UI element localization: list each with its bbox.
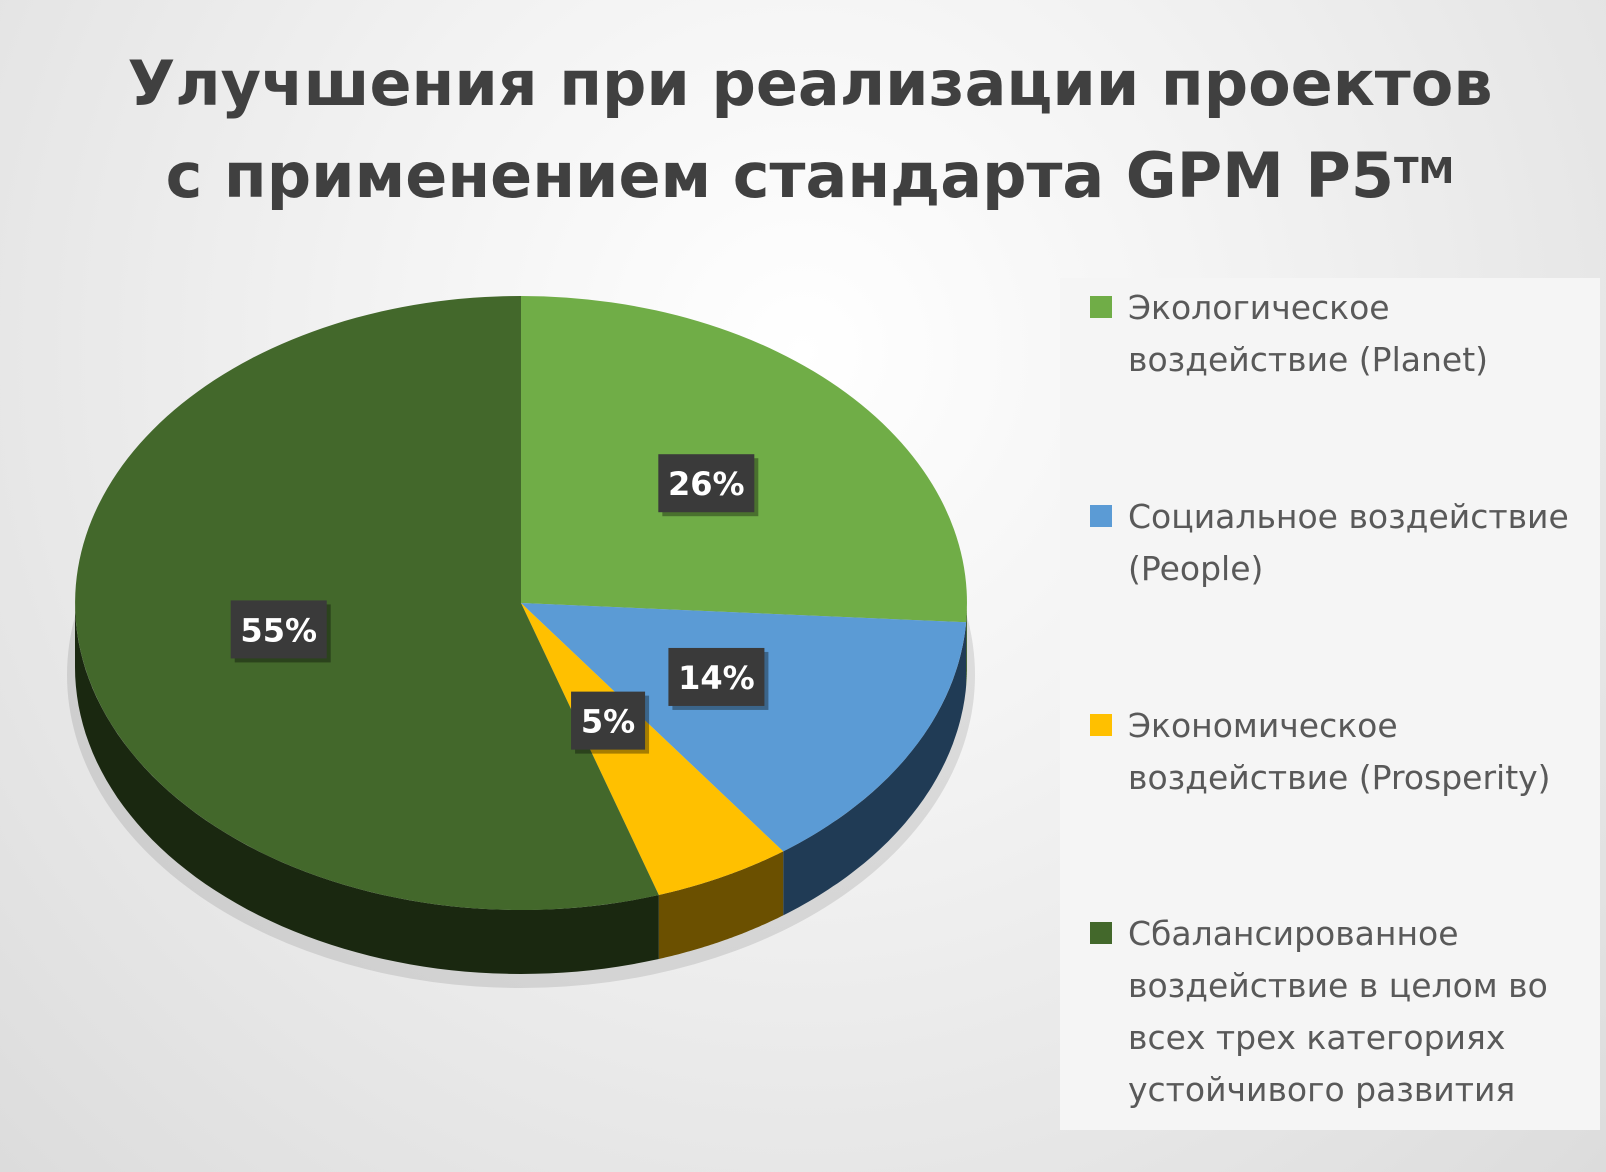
legend-label-prosperity-line-2: воздействие (Prosperity) [1128,758,1551,797]
chart-title: Улучшения при реализации проектов с прим… [40,38,1580,222]
data-label-people: 14% [668,647,769,710]
data-label-text-planet: 26% [668,465,745,503]
legend-label-planet: Экологическое воздействие (Planet) [1128,282,1598,386]
pie-slice-people [521,603,967,852]
legend-swatch-prosperity [1090,714,1112,736]
legend-label-balanced-line-2: воздействие в целом во [1128,966,1548,1005]
legend-label-prosperity: Экономическое воздействие (Prosperity) [1128,700,1598,804]
legend-swatch-planet [1090,296,1112,318]
legend-label-balanced-line-4: устойчивого развития [1128,1070,1516,1109]
legend-label-balanced-line-1: Сбалансированное [1128,914,1459,953]
pie-side-planet [966,603,967,687]
legend-label-prosperity-line-1: Экономическое [1128,706,1398,745]
data-label-balanced: 55% [230,600,331,663]
data-label-text-prosperity: 5% [581,703,635,741]
legend-label-planet-line-2: воздействие (Planet) [1128,340,1489,379]
chart-legend: Экологическое воздействие (Planet) Социа… [1060,278,1600,1130]
legend-swatch-balanced [1090,922,1112,944]
chart-title-line-2-text: с применением стандарта GPM P5 [165,139,1394,212]
pie-side-people [783,622,967,916]
data-label-planet: 26% [658,454,759,517]
pie-slice-balanced [75,296,659,910]
legend-label-people: Социальное воздействие (People) [1128,491,1598,595]
pie-side-balanced [75,603,659,974]
chart-title-line-2: с применением стандарта GPM P5TM [40,130,1580,222]
legend-label-balanced-line-3: всех трех категориях [1128,1018,1506,1057]
legend-label-planet-line-1: Экологическое [1128,288,1390,327]
data-label-text-balanced: 55% [240,611,317,649]
data-label-text-people: 14% [678,659,755,697]
data-label-prosperity: 5% [571,691,650,754]
legend-swatch-people [1090,505,1112,527]
trademark-sign: TM [1394,151,1455,192]
legend-label-people-line-1: Социальное воздействие [1128,497,1569,536]
chart-title-line-1: Улучшения при реализации проектов [127,47,1493,120]
legend-label-balanced: Сбалансированное воздействие в целом во … [1128,908,1598,1116]
pie-slice-prosperity [521,603,784,895]
pie-side-prosperity [658,851,784,959]
legend-label-people-line-2: (People) [1128,549,1264,588]
